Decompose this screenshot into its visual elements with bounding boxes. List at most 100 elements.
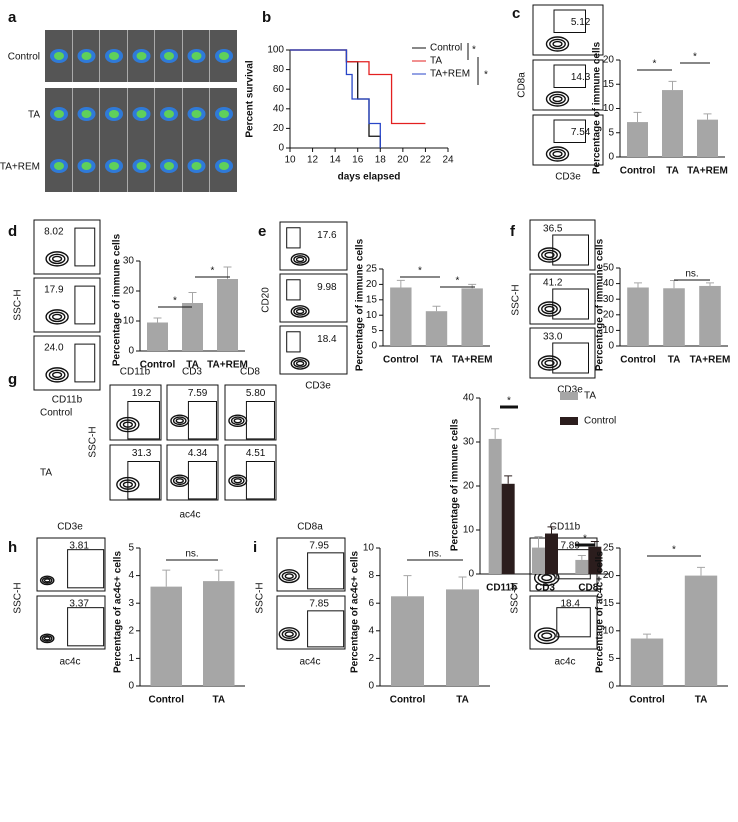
y-tick-label: 4 <box>128 570 134 581</box>
axis-label: days elapsed <box>338 172 401 183</box>
contour <box>293 255 307 264</box>
y-tick-label: 0 <box>608 152 614 163</box>
bar <box>390 287 412 346</box>
gate-value: 7.89 <box>560 541 580 552</box>
flow-plot <box>279 221 348 271</box>
contour <box>552 95 563 103</box>
gate <box>245 461 275 500</box>
panel-letter: d <box>8 223 17 240</box>
bar <box>217 279 238 351</box>
flow-plot <box>532 114 604 166</box>
error-bar <box>534 536 543 548</box>
axis-label: ac4c <box>59 657 80 668</box>
y-tick-label: 80 <box>273 64 285 75</box>
contour <box>39 633 55 644</box>
gate <box>245 401 275 440</box>
gate <box>187 401 217 440</box>
signal <box>54 52 64 60</box>
x-tick-label: CD8 <box>578 583 598 594</box>
x-tick-label: TA <box>668 355 681 366</box>
gate <box>307 610 345 648</box>
contour <box>45 367 69 383</box>
contour <box>230 416 245 426</box>
axis-label: Percentage of immune cells <box>112 233 123 366</box>
error-bar <box>504 475 513 484</box>
contour <box>290 253 310 266</box>
y-tick-label: 20 <box>123 286 135 297</box>
signal <box>54 110 64 118</box>
flow-plot <box>33 335 101 391</box>
column-header: CD3 <box>182 367 202 378</box>
contour <box>537 630 556 642</box>
bar <box>425 311 448 346</box>
contour <box>175 418 184 424</box>
signal <box>191 52 202 60</box>
axis-label: Percentage of immune cells <box>355 238 366 371</box>
x-tick-label: 12 <box>307 155 319 166</box>
axis-label: SSC-H <box>88 426 99 457</box>
x-tick-label: CD3 <box>535 583 555 594</box>
legend-label: TA <box>430 56 442 67</box>
error-bar <box>547 526 556 534</box>
survival-line <box>290 49 381 148</box>
signal <box>136 52 147 60</box>
column-header: CD8 <box>240 367 260 378</box>
y-tick-label: 15 <box>366 294 378 305</box>
gate-value: 31.3 <box>132 448 152 459</box>
contour <box>537 247 562 263</box>
gate <box>553 119 586 143</box>
contour <box>175 478 184 484</box>
contour <box>552 40 563 48</box>
y-tick-label: 8 <box>368 570 374 581</box>
y-tick-label: 0 <box>368 681 374 692</box>
flow-plot <box>166 444 219 501</box>
y-tick-label: 40 <box>463 393 475 404</box>
gate-value: 17.6 <box>317 230 337 241</box>
contour <box>549 148 566 160</box>
y-tick-label: 0 <box>468 569 474 580</box>
bar <box>662 90 683 157</box>
gate-value: 18.4 <box>560 599 580 610</box>
significance: * <box>583 534 587 545</box>
error-bar <box>577 555 586 560</box>
flow-plot <box>532 4 604 56</box>
error-bar <box>432 305 441 312</box>
legend-label: TA <box>584 391 596 402</box>
y-tick-label: 30 <box>123 256 135 267</box>
gate-value: 3.37 <box>69 599 89 610</box>
signal <box>219 52 229 60</box>
contour <box>39 575 55 586</box>
y-tick-label: 1 <box>128 653 134 664</box>
legend-swatch <box>560 417 578 425</box>
contour <box>545 146 570 162</box>
error-bar <box>706 282 714 286</box>
bar <box>630 638 664 686</box>
signal <box>109 52 119 60</box>
column-header: CD11b <box>550 522 581 533</box>
row-label: Control <box>8 52 40 63</box>
y-tick-label: 0 <box>278 143 284 154</box>
y-tick-label: 10 <box>123 316 135 327</box>
axis-label: Percentage of immune cells <box>450 418 461 551</box>
contour <box>281 571 297 581</box>
contour <box>45 309 69 325</box>
gate <box>67 607 105 647</box>
contour <box>43 578 51 583</box>
axis-label: CD8a <box>517 72 528 98</box>
contour <box>284 573 294 580</box>
contour <box>41 634 53 642</box>
gate-value: 24.0 <box>44 343 64 354</box>
axis-label: SSC-H <box>511 284 522 315</box>
flow-plot <box>529 273 596 325</box>
gate-value: 4.34 <box>188 448 208 459</box>
signal <box>136 110 147 118</box>
bar <box>663 288 685 346</box>
x-tick-label: 16 <box>352 155 364 166</box>
gate-value: 8.02 <box>44 227 64 238</box>
contour <box>284 631 294 638</box>
y-tick-label: 10 <box>603 325 615 336</box>
gate <box>187 461 217 500</box>
x-tick-label: TA <box>456 695 469 706</box>
signal <box>191 110 202 118</box>
contour <box>541 249 558 261</box>
